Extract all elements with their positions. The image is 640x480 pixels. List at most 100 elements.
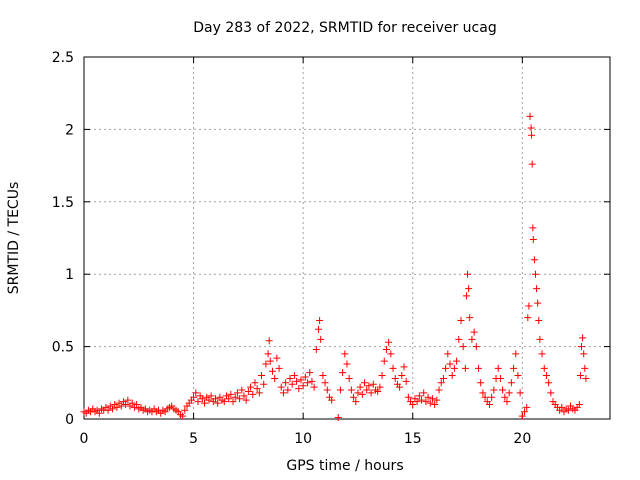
data-point — [293, 377, 301, 385]
data-point — [505, 389, 513, 397]
data-point — [533, 285, 541, 293]
data-point — [286, 374, 294, 382]
data-point — [499, 386, 507, 394]
data-point — [345, 374, 353, 382]
data-point — [402, 377, 410, 385]
data-point — [536, 335, 544, 343]
data-point — [328, 396, 336, 404]
data-point — [485, 401, 493, 409]
data-point — [514, 372, 522, 380]
data-point — [389, 364, 397, 372]
data-point — [382, 345, 390, 353]
data-point — [479, 389, 487, 397]
data-point — [529, 235, 537, 243]
data-point — [525, 302, 533, 310]
data-point — [258, 372, 266, 380]
data-point — [108, 405, 116, 413]
data-point — [422, 398, 430, 406]
data-points — [80, 112, 590, 422]
data-point — [470, 328, 478, 336]
data-point — [540, 364, 548, 372]
data-point — [501, 393, 509, 401]
data-point — [457, 317, 465, 325]
y-tick-label: 0.5 — [52, 340, 74, 356]
data-point — [242, 396, 250, 404]
data-point — [448, 372, 456, 380]
data-point — [418, 396, 426, 404]
data-point — [494, 364, 502, 372]
data-point — [433, 396, 441, 404]
data-point — [535, 317, 543, 325]
data-point — [582, 374, 590, 382]
data-point — [265, 337, 273, 345]
data-point — [580, 350, 588, 358]
data-point — [354, 389, 362, 397]
data-point — [316, 317, 324, 325]
data-point — [290, 372, 298, 380]
data-point — [249, 390, 257, 398]
data-point — [424, 393, 432, 401]
data-point — [387, 350, 395, 358]
data-point — [350, 393, 358, 401]
data-point — [244, 387, 252, 395]
data-point — [475, 364, 482, 372]
data-point — [575, 401, 583, 409]
data-point — [334, 414, 342, 422]
data-point — [251, 379, 259, 387]
data-point — [260, 380, 268, 388]
x-tick-label: 10 — [294, 431, 312, 447]
data-point — [317, 335, 325, 343]
data-point — [510, 364, 518, 372]
data-point — [409, 401, 417, 409]
x-tick-label: 15 — [404, 431, 422, 447]
data-point — [365, 382, 373, 390]
data-point — [404, 393, 412, 401]
data-point — [304, 379, 312, 387]
data-point — [358, 390, 366, 398]
data-point — [225, 395, 233, 403]
data-point — [531, 270, 539, 278]
data-point — [444, 350, 452, 358]
data-point — [288, 380, 296, 388]
data-point — [124, 396, 132, 404]
data-point — [516, 389, 524, 397]
data-point — [465, 285, 473, 293]
data-point — [207, 392, 215, 400]
data-point — [128, 399, 136, 407]
data-point — [507, 379, 515, 387]
data-point — [336, 386, 344, 394]
data-point — [461, 364, 469, 372]
data-point — [437, 379, 445, 387]
data-point — [488, 393, 496, 401]
data-point — [201, 399, 209, 407]
data-point — [400, 363, 408, 371]
data-point — [198, 395, 206, 403]
data-point — [310, 383, 318, 391]
data-point — [271, 374, 279, 382]
chart-title: Day 283 of 2022, SRMTID for receiver uca… — [193, 20, 496, 36]
data-point — [431, 401, 439, 409]
data-point — [369, 380, 377, 388]
data-point — [453, 357, 461, 365]
data-point — [558, 403, 566, 411]
data-point — [415, 392, 423, 400]
data-point — [268, 367, 276, 375]
y-tick-label: 1.5 — [52, 195, 74, 211]
data-point — [297, 376, 305, 384]
data-point — [343, 360, 351, 368]
data-point — [352, 398, 360, 406]
data-point — [450, 364, 458, 372]
plot-frame — [83, 56, 611, 420]
data-point — [339, 369, 347, 377]
data-point — [95, 409, 103, 417]
data-point — [295, 385, 303, 393]
data-point — [527, 124, 535, 132]
data-point — [323, 386, 331, 394]
data-point — [521, 408, 529, 416]
data-point — [179, 412, 187, 420]
data-point — [542, 372, 550, 380]
data-point — [464, 270, 472, 278]
data-point — [229, 398, 237, 406]
data-point — [273, 354, 281, 362]
data-point — [341, 350, 349, 358]
